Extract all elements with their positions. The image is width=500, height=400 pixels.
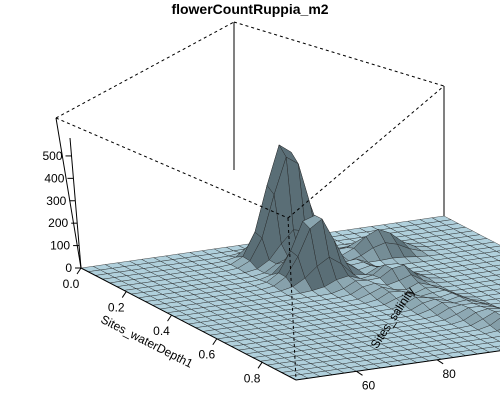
x-tick-label: 0.4 (153, 324, 170, 338)
x-tick-label: 0.2 (108, 301, 125, 315)
surface-facet (496, 328, 500, 333)
surface-mesh (80, 144, 500, 381)
x-tick-label: 0.0 (63, 277, 80, 291)
y-tick-label: 80 (442, 367, 456, 381)
z-tick-label: 500 (42, 149, 62, 163)
y-axis (295, 350, 500, 381)
x-tick (121, 291, 127, 298)
z-tick-label: 400 (44, 171, 64, 185)
plot-box-back (55, 21, 445, 216)
x-tick (212, 338, 218, 346)
y-tick-labels: 6080100120 (362, 367, 456, 393)
z-tick-label: 300 (46, 194, 66, 208)
x-tick-label: 0.8 (244, 371, 261, 385)
z-tick-labels: 0 100 200 300 400 500 (42, 149, 72, 275)
plot-box-front (55, 85, 445, 381)
x-tick (257, 362, 263, 369)
x-axis (76, 267, 297, 381)
x-tick (76, 267, 82, 275)
z-tick-label: 100 (50, 239, 70, 253)
y-tick (436, 359, 444, 365)
y-tick-label: 60 (362, 378, 376, 392)
x-tick (167, 314, 172, 322)
x-tick-labels: 0.0 0.2 0.4 0.6 0.8 (63, 277, 261, 385)
y-tick (356, 370, 363, 376)
x-axis-label: Sites_waterDepth1 (98, 312, 195, 371)
z-axis (65, 137, 82, 269)
chart-title: flowerCountRuppia_m2 (171, 1, 328, 17)
z-tick-label: 0 (65, 261, 72, 275)
x-tick-label: 0.6 (198, 348, 215, 362)
z-tick-label: 200 (48, 216, 68, 230)
